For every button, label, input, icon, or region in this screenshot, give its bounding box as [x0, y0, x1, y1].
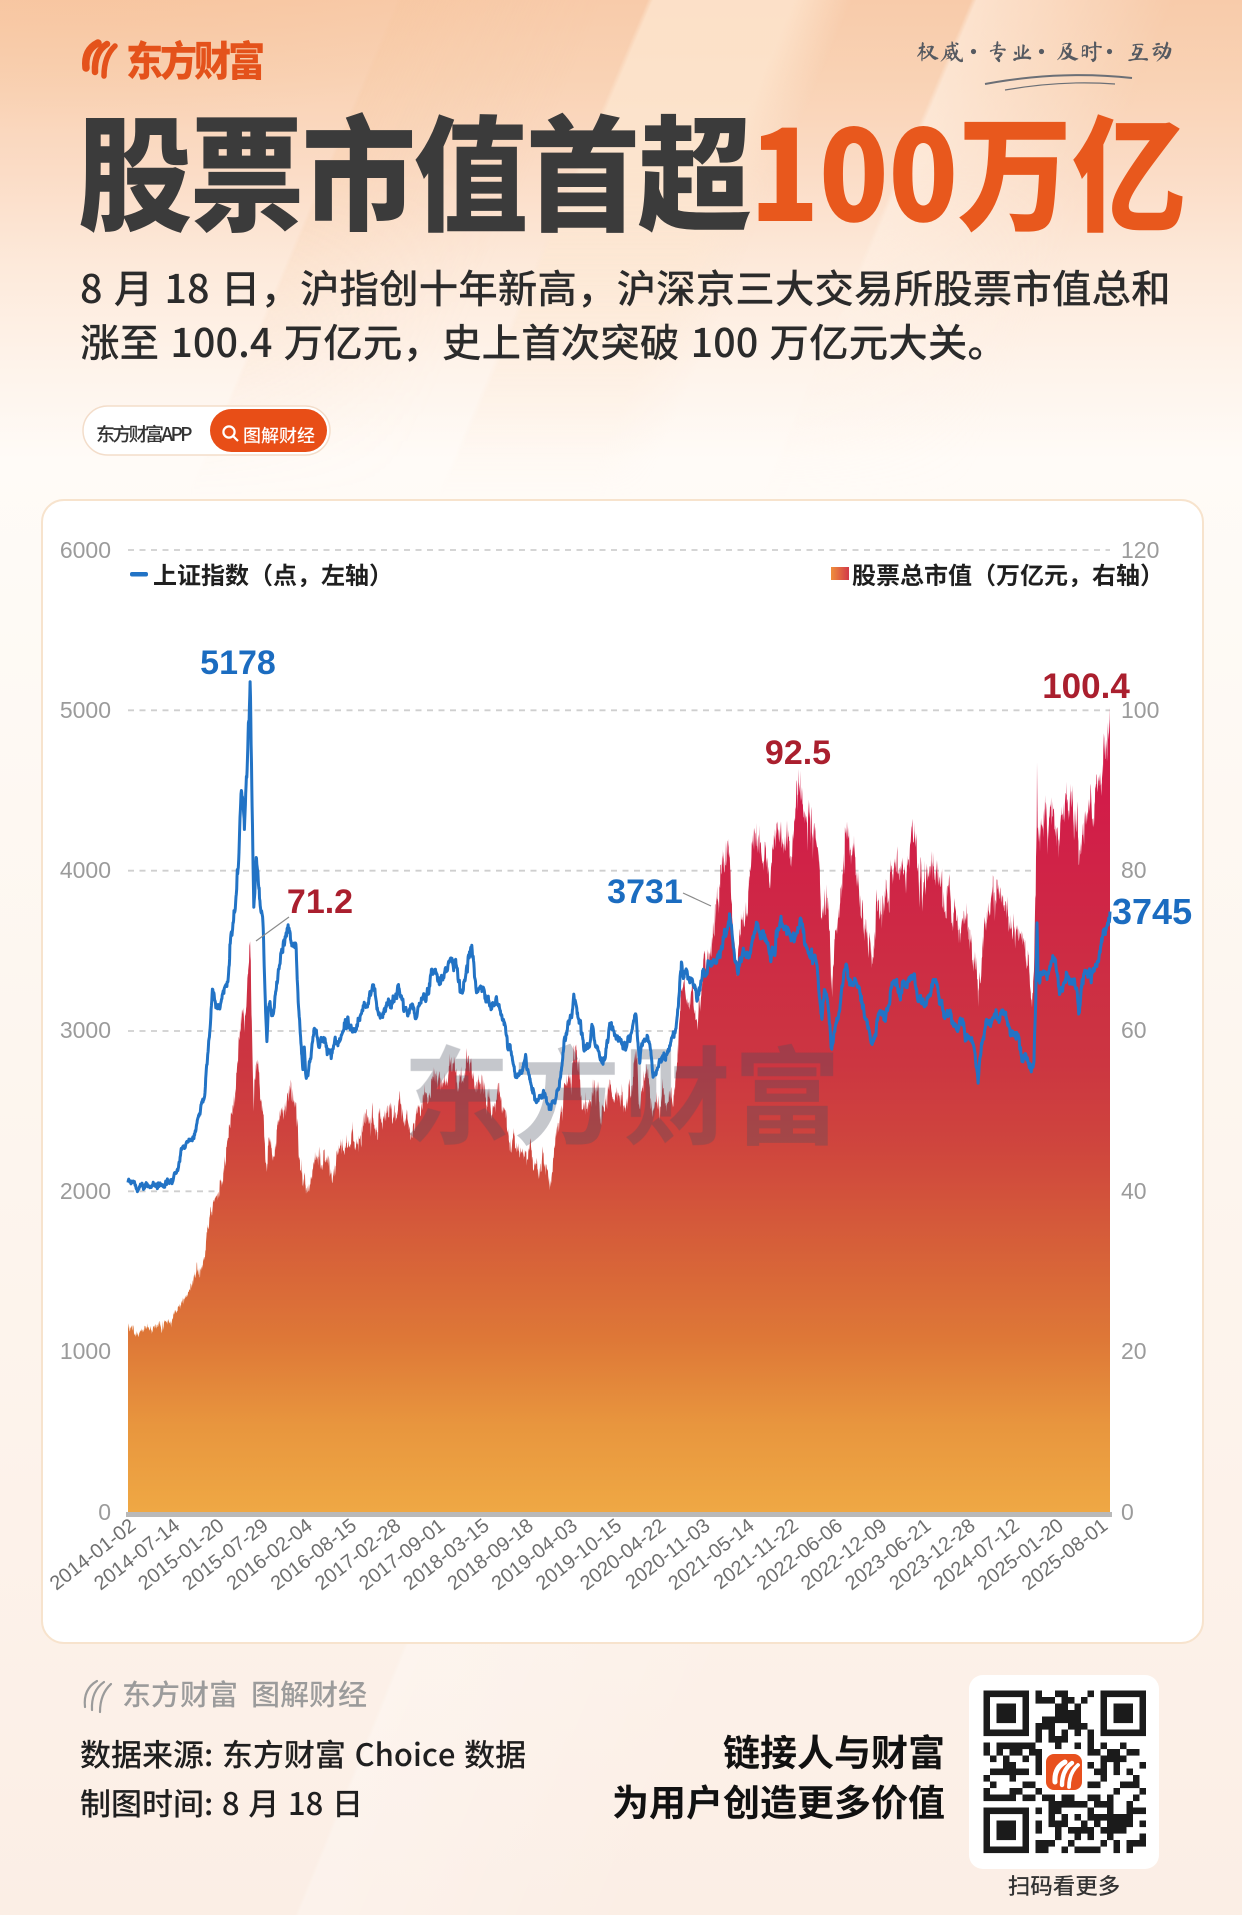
- svg-text:100: 100: [1121, 697, 1159, 723]
- svg-text:100.4: 100.4: [1042, 667, 1130, 706]
- svg-text:60: 60: [1121, 1017, 1147, 1043]
- svg-text:80: 80: [1121, 857, 1147, 883]
- svg-text:5178: 5178: [200, 644, 276, 682]
- svg-text:5000: 5000: [60, 697, 111, 723]
- svg-text:1000: 1000: [60, 1338, 111, 1364]
- svg-text:3745: 3745: [1112, 891, 1192, 932]
- svg-text:2000: 2000: [60, 1178, 111, 1204]
- svg-text:20: 20: [1121, 1338, 1147, 1364]
- svg-text:71.2: 71.2: [287, 883, 353, 921]
- svg-text:3000: 3000: [60, 1017, 111, 1043]
- svg-text:0: 0: [1121, 1499, 1134, 1525]
- svg-text:6000: 6000: [60, 537, 111, 563]
- svg-text:40: 40: [1121, 1178, 1147, 1204]
- svg-text:0: 0: [98, 1499, 111, 1525]
- svg-text:4000: 4000: [60, 857, 111, 883]
- svg-text:120: 120: [1121, 537, 1159, 563]
- svg-text:92.5: 92.5: [765, 734, 831, 772]
- svg-text:3731: 3731: [607, 873, 683, 911]
